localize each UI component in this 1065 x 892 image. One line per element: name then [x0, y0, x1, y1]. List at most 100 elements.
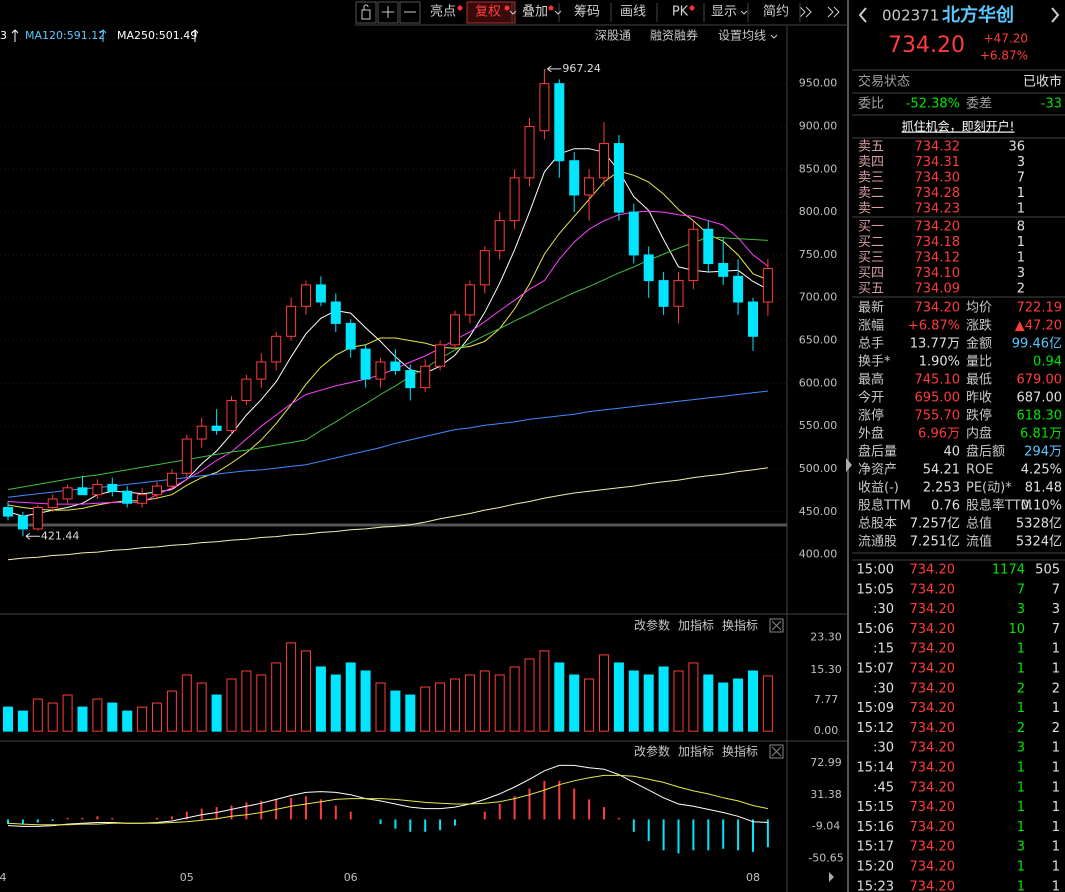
stat-label: PE(动)* — [966, 481, 1012, 496]
trade-volume: 10 — [1008, 622, 1025, 637]
extreme-label: 967.24 — [562, 62, 601, 75]
volume-bar — [181, 674, 192, 732]
candle-body — [62, 487, 73, 500]
trade-count: 1 — [1052, 820, 1060, 835]
trade-price: 734.20 — [910, 721, 956, 736]
volume-bar — [658, 666, 669, 732]
end-icon[interactable] — [827, 6, 840, 18]
candle-body — [584, 177, 595, 196]
price-pct: +6.87% — [980, 49, 1028, 63]
toolbar-button[interactable]: 画线 — [620, 5, 646, 20]
close-button[interactable] — [769, 744, 784, 759]
trade-count: 1 — [1052, 780, 1060, 795]
volume-bar — [92, 698, 103, 732]
candle-body — [17, 515, 28, 530]
volume-bar — [584, 678, 595, 732]
stat-label: 流值 — [966, 534, 992, 550]
stat-label: 总股本 — [858, 517, 897, 532]
trade-price: 734.20 — [910, 701, 956, 716]
x-tick-label: 06 — [344, 871, 358, 884]
stat-label: 总手 — [858, 337, 884, 352]
toolbar-button[interactable]: 显示 — [711, 5, 737, 20]
trade-count: 1 — [1052, 741, 1060, 756]
scroll-right[interactable] — [829, 872, 834, 882]
ma-arrow — [99, 29, 107, 42]
y-tick-label: 400.00 — [799, 548, 838, 561]
book-volume: 2 — [1017, 282, 1025, 297]
panel-tool[interactable]: 换指标 — [722, 618, 758, 633]
volume-bar — [405, 694, 416, 732]
panel-tool[interactable]: 加指标 — [678, 744, 714, 759]
volume-bar — [330, 674, 341, 732]
panel-tool[interactable]: 加指标 — [678, 618, 714, 633]
stat-value: 755.70 — [915, 409, 961, 424]
zoom-in-button[interactable] — [377, 1, 399, 24]
toolbar-button[interactable]: 筹码 — [574, 4, 600, 20]
volume-bar — [599, 654, 609, 732]
stock-code: 002371 — [882, 7, 939, 25]
chart-link[interactable]: 设置均线 — [718, 29, 766, 43]
stat-value: 7.251亿 — [910, 535, 960, 550]
volume-bar — [77, 706, 88, 732]
volume-bar — [390, 690, 401, 732]
row-value: -33 — [1041, 97, 1062, 112]
trade-time: :15 — [873, 642, 894, 657]
forward-icon[interactable] — [799, 6, 812, 18]
prev-stock[interactable] — [858, 7, 867, 23]
book-price: 734.23 — [915, 202, 961, 217]
ma-line — [7, 390, 768, 498]
toolbar-button[interactable]: PK — [672, 5, 689, 20]
trade-time: :30 — [873, 602, 894, 617]
stock-name: 北方华创 — [942, 4, 1014, 26]
chart-link[interactable]: 融资融券 — [650, 28, 698, 43]
volume-bar — [315, 666, 326, 732]
candle-body — [152, 485, 162, 496]
candle-body — [47, 498, 58, 509]
toolbar-button[interactable]: 复权 — [475, 4, 501, 20]
trade-volume: 3 — [1017, 741, 1025, 756]
candle-body — [3, 507, 13, 517]
trade-count: 1 — [1052, 701, 1060, 716]
next-stock[interactable] — [1051, 7, 1060, 23]
panel-tool[interactable]: 换指标 — [722, 744, 758, 759]
zoom-out-button[interactable] — [399, 1, 421, 24]
banner[interactable]: 抓住机会，即刻开户! — [902, 119, 1015, 134]
candle-body — [226, 399, 237, 431]
stat-label: 量比 — [966, 355, 992, 370]
book-price: 734.31 — [915, 155, 961, 170]
candle-body — [211, 425, 222, 431]
stat-label: 昨收 — [966, 391, 992, 406]
trade-price: 734.20 — [910, 879, 956, 892]
toolbar-button[interactable]: 亮点 — [430, 4, 456, 20]
row-value: 已收市 — [1023, 74, 1062, 90]
trade-price: 734.20 — [910, 741, 956, 756]
y-tick-label: 800.00 — [799, 205, 838, 218]
chart-link[interactable]: 深股通 — [595, 29, 631, 43]
trade-volume: 1 — [1017, 761, 1025, 776]
y-tick-label: 950.00 — [799, 77, 838, 90]
stat-value: ▲47.20 — [1015, 319, 1062, 334]
panel-tool[interactable]: 改参数 — [634, 744, 670, 759]
dot — [457, 5, 463, 11]
panel-tool[interactable]: 改参数 — [634, 618, 670, 633]
close-button[interactable] — [769, 618, 784, 633]
trade-time: 15:15 — [857, 800, 894, 815]
trade-time: 15:17 — [857, 840, 894, 855]
book-volume: 7 — [1017, 171, 1025, 186]
trade-time: 15:14 — [857, 761, 894, 776]
trade-time: :30 — [873, 741, 894, 756]
volume-bar — [196, 682, 207, 732]
toolbar-button[interactable]: 叠加 — [522, 5, 548, 20]
volume-bar — [137, 706, 148, 732]
ma-line — [7, 236, 768, 490]
volume-bar — [539, 650, 550, 732]
toolbar-button[interactable]: 简约 — [763, 4, 789, 20]
collapse-arrow[interactable] — [846, 458, 852, 472]
trade-time: 15:07 — [857, 662, 894, 677]
trade-volume: 1 — [1017, 800, 1025, 815]
y-tick-label: 7.77 — [814, 693, 839, 706]
candle-body — [301, 284, 311, 307]
lock-button[interactable] — [355, 1, 377, 24]
volume-bar — [494, 674, 505, 732]
